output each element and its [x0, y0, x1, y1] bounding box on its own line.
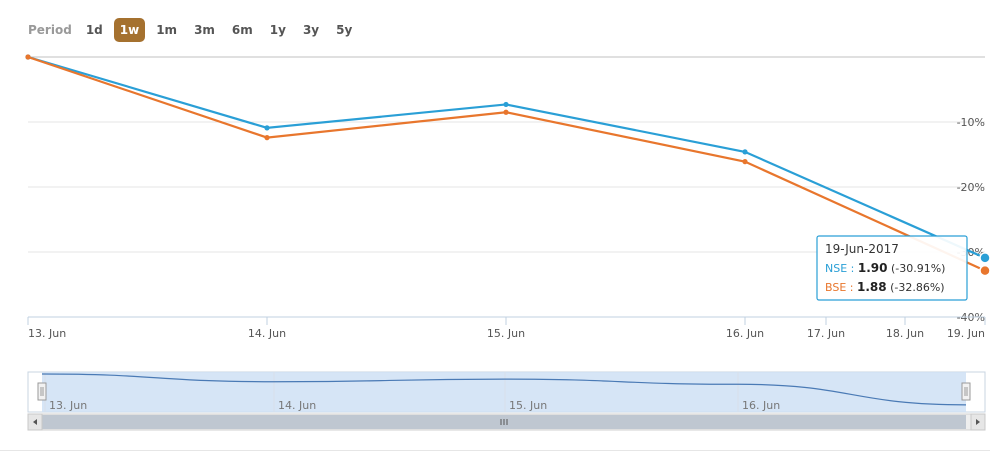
- range-button-3m[interactable]: 3m: [194, 23, 215, 37]
- data-point: [264, 135, 270, 141]
- x-tick-label: 14. Jun: [248, 327, 286, 340]
- navigator-tick-label: 13. Jun: [49, 399, 87, 412]
- navigator-tick-label: 15. Jun: [509, 399, 547, 412]
- y-tick-label: -10%: [957, 116, 985, 129]
- arrow-left-icon: [33, 419, 37, 425]
- series-line-nse: [27, 55, 986, 259]
- tooltip: 19-Jun-2017 NSE : 1.90 (-30.91%) BSE : 1.8…: [816, 235, 968, 301]
- data-point: [742, 159, 748, 165]
- range-button-1m[interactable]: 1m: [156, 23, 178, 37]
- data-point: [979, 264, 990, 277]
- tooltip-row-bse: BSE : 1.88 (-32.86%): [825, 280, 945, 294]
- period-label: Period: [28, 23, 72, 37]
- range-button-6m[interactable]: 6m: [231, 23, 253, 37]
- tooltip-row-nse: NSE : 1.90 (-30.91%): [825, 261, 945, 275]
- x-tick-label: 17. Jun: [807, 327, 845, 340]
- x-tick-label: 18. Jun: [886, 327, 924, 340]
- y-tick-label: -20%: [957, 181, 985, 194]
- range-button-1d[interactable]: 1d: [85, 23, 103, 37]
- navigator-left-handle[interactable]: [37, 382, 47, 401]
- navigator-series-line: [41, 373, 967, 406]
- x-tick-label: 16. Jun: [726, 327, 764, 340]
- tooltip-box: [816, 235, 968, 301]
- x-tick-label: 19. Jun: [947, 327, 985, 340]
- navigator-tick-label: 14. Jun: [278, 399, 316, 412]
- x-tick-label: 13. Jun: [28, 327, 66, 340]
- navigator-selection[interactable]: [42, 372, 966, 412]
- data-point: [742, 149, 748, 155]
- navigator-tick-label: 16. Jun: [742, 399, 780, 412]
- tooltip-date: 19-Jun-2017: [825, 242, 899, 256]
- data-point: [503, 109, 509, 115]
- navigator[interactable]: 13. Jun 14. Jun 15. Jun 16. Jun: [27, 371, 986, 431]
- period-selector: Period 1d 1w 1m 3m 6m 1y 3y 5y: [28, 17, 363, 43]
- data-point: [979, 252, 990, 264]
- data-point: [264, 125, 270, 131]
- data-point: [503, 101, 509, 108]
- navigator-right-handle[interactable]: [961, 382, 971, 401]
- range-button-3y[interactable]: 3y: [302, 23, 320, 37]
- data-point: [25, 54, 31, 60]
- series-group: [25, 54, 990, 277]
- range-button-1y[interactable]: 1y: [269, 23, 286, 37]
- x-tick-label: 15. Jun: [487, 327, 525, 340]
- range-button-1w[interactable]: 1w: [113, 18, 146, 42]
- range-button-5y[interactable]: 5y: [336, 23, 353, 37]
- bottom-divider: [0, 450, 990, 451]
- arrow-right-icon: [976, 419, 980, 425]
- x-axis: 13. Jun 14. Jun 15. Jun 16. Jun 17. Jun 18. J…: [27, 316, 986, 340]
